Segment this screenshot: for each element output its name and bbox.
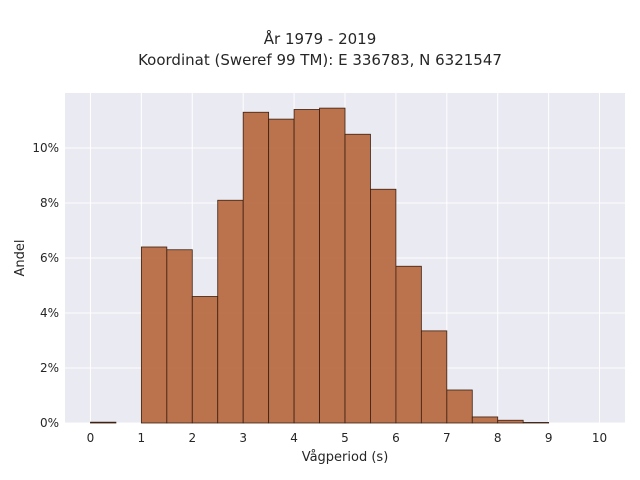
histogram-bar bbox=[446, 389, 473, 424]
histogram-bar bbox=[522, 422, 550, 424]
histogram-bar bbox=[344, 133, 371, 424]
histogram-bar bbox=[191, 296, 219, 424]
histogram-bar bbox=[395, 265, 422, 424]
histogram-bar bbox=[319, 107, 346, 424]
x-tick-label: 10 bbox=[592, 431, 607, 445]
y-tick-label: 10% bbox=[32, 141, 59, 155]
histogram-bar bbox=[90, 421, 117, 424]
y-tick-label: 4% bbox=[40, 306, 59, 320]
x-tick-label: 1 bbox=[138, 431, 146, 445]
x-tick-label: 4 bbox=[290, 431, 298, 445]
x-tick-label: 3 bbox=[239, 431, 247, 445]
y-tick-label: 8% bbox=[40, 196, 59, 210]
y-tick-label: 6% bbox=[40, 251, 59, 265]
y-tick-label: 2% bbox=[40, 361, 59, 375]
x-tick-label: 5 bbox=[341, 431, 349, 445]
x-tick-label: 7 bbox=[443, 431, 451, 445]
histogram-bar bbox=[242, 111, 270, 424]
histogram-bar bbox=[293, 109, 320, 424]
histogram-bar bbox=[370, 188, 397, 424]
y-axis-label: Andel bbox=[13, 240, 28, 277]
x-tick-label: 8 bbox=[494, 431, 502, 445]
histogram-bar bbox=[497, 419, 524, 424]
histogram-bar bbox=[471, 416, 499, 424]
x-tick-label: 2 bbox=[188, 431, 196, 445]
chart-title-line2: Koordinat (Sweref 99 TM): E 336783, N 63… bbox=[138, 51, 502, 69]
x-tick-label: 6 bbox=[392, 431, 400, 445]
x-axis-label: Vågperiod (s) bbox=[302, 450, 389, 465]
histogram-bar bbox=[268, 118, 295, 424]
y-tick-label: 0% bbox=[40, 416, 59, 430]
x-tick-label: 0 bbox=[87, 431, 95, 445]
bars bbox=[90, 107, 550, 424]
histogram-bar bbox=[217, 199, 244, 424]
histogram-bar bbox=[420, 330, 448, 424]
histogram-bar bbox=[166, 249, 193, 424]
chart-title-line1: År 1979 - 2019 bbox=[263, 30, 377, 48]
histogram-bar bbox=[140, 246, 168, 424]
tick-labels: 0 1 2 3 4 5 6 7 8 9 10 0% 2% 4% 6% 8% 10% bbox=[32, 141, 607, 445]
x-tick-label: 9 bbox=[545, 431, 553, 445]
